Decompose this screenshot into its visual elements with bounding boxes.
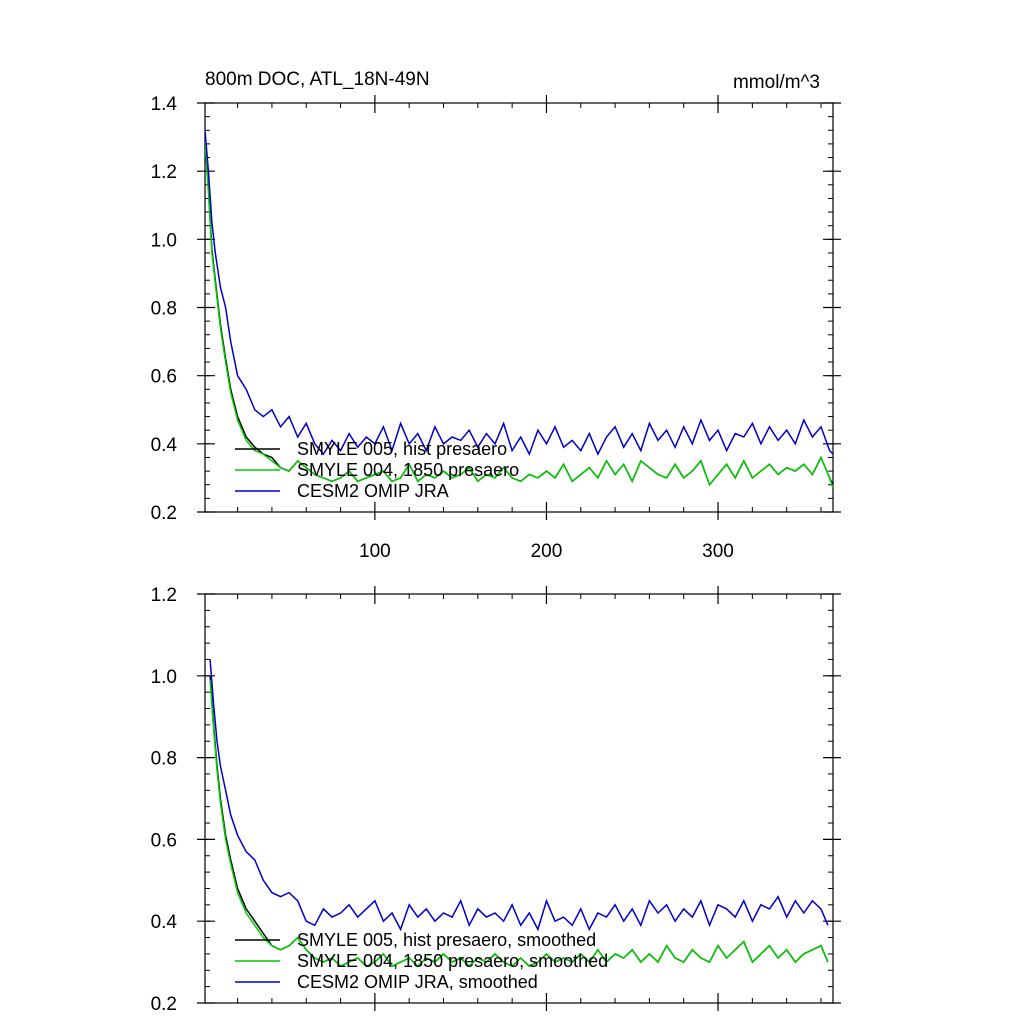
legend-label: CESM2 OMIP JRA, smoothed: [297, 972, 538, 992]
x-tick-label: 300: [702, 541, 734, 562]
y-tick-label: 0.4: [151, 912, 178, 933]
legend-label: SMYLE 004, 1850 presaero, smoothed: [297, 951, 608, 971]
y-tick-label: 1.0: [151, 667, 177, 688]
series-line-0: [205, 140, 833, 487]
series-line-2: [205, 130, 833, 456]
y-tick-label: 0.6: [151, 367, 177, 388]
legend-label: SMYLE 005, hist presaero: [297, 439, 507, 459]
title-left: 800m DOC, ATL_18N-49N: [205, 69, 430, 90]
y-tick-label: 0.4: [151, 435, 178, 456]
y-tick-label: 0.8: [151, 299, 177, 320]
y-tick-label: 1.0: [151, 230, 177, 251]
y-tick-label: 1.4: [151, 94, 178, 115]
panel-raw: 0.2 0.4 0.6 0.8 1.0 1.2 1.4 100 200 300 SMYLE 005,…: [151, 94, 841, 562]
y-tick-label: 0.2: [151, 503, 177, 524]
panel-smoothed: 0.2 0.4 0.6 0.8 1.0 1.2 SMYLE 005, hist presae…: [151, 585, 841, 1015]
series-line-2: [209, 659, 829, 932]
y-tick-label: 1.2: [151, 585, 177, 606]
series-line-1: [205, 140, 833, 489]
plot-frame: [204, 593, 834, 1004]
x-tick-label: 100: [359, 541, 391, 562]
title-right: mmol/m^3: [733, 72, 820, 93]
x-tick-label: 200: [531, 541, 563, 562]
y-tick-label: 0.2: [151, 994, 177, 1015]
series-line-1: [209, 679, 829, 968]
y-tick-label: 0.8: [151, 749, 177, 770]
y-tick-label: 1.2: [151, 162, 177, 183]
legend-label: SMYLE 005, hist presaero, smoothed: [297, 930, 596, 950]
legend-label: CESM2 OMIP JRA: [297, 481, 449, 501]
legend-label: SMYLE 004, 1850 presaero: [297, 460, 519, 480]
y-tick-label: 0.6: [151, 830, 177, 851]
